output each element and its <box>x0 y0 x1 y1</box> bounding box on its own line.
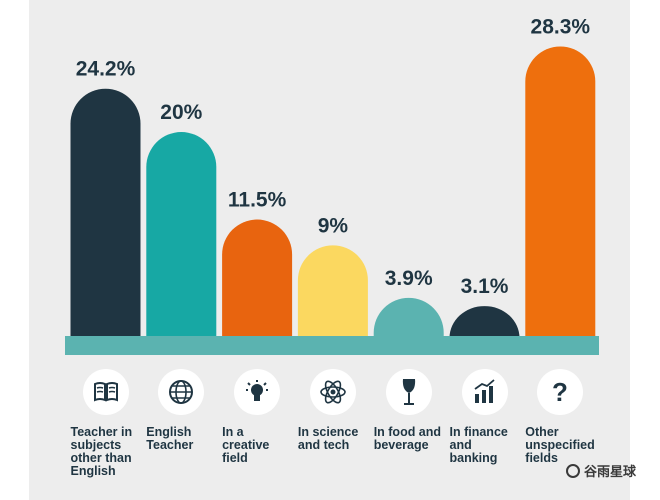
watermark-text: 谷雨星球 <box>584 464 637 479</box>
book-icon <box>82 369 129 415</box>
category-label-other-fields: Other unspecified fields <box>525 426 611 465</box>
category-label-teacher-other-subjects: Teacher in subjects other than English <box>71 426 157 478</box>
category-label-line: creative <box>222 438 270 452</box>
value-label-other-fields: 28.3% <box>531 16 591 39</box>
category-label-line: unspecified <box>525 438 595 452</box>
value-label-science-tech: 9% <box>318 214 349 237</box>
category-label-line: field <box>222 451 248 465</box>
category-label-science-tech: In science and tech <box>298 426 384 452</box>
value-label-finance-banking: 3.1% <box>461 275 509 298</box>
value-label-english-teacher: 20% <box>160 101 202 124</box>
bar-science-tech <box>297 245 368 338</box>
svg-text:?: ? <box>552 378 568 406</box>
bar-chart-icon <box>461 369 508 415</box>
category-label-line: and tech <box>297 438 350 452</box>
category-label-english-teacher: English Teacher <box>146 426 232 452</box>
bar-teacher-other-subjects <box>70 88 141 339</box>
bar-finance-banking <box>449 306 520 338</box>
atom-icon <box>309 369 356 415</box>
category-label-line: In food and <box>373 425 442 439</box>
value-label-creative-field: 11.5% <box>228 189 287 212</box>
category-label-line: Teacher in <box>70 425 133 439</box>
value-label-food-beverage: 3.9% <box>385 267 433 290</box>
watermark: 谷雨星球 <box>566 461 636 480</box>
category-label-line: Other <box>525 425 559 439</box>
bar-english-teacher <box>146 132 217 338</box>
chart-panel: 24.2% 20% 11.5% 9% 3.9% 3.1% 28.3% <box>29 0 630 500</box>
category-label-line: Teacher <box>146 438 194 452</box>
bar-food-beverage <box>373 297 444 338</box>
wine-glass-icon <box>385 369 432 415</box>
category-label-line: In finance <box>449 425 508 439</box>
category-label-line: English <box>70 464 116 478</box>
category-label-line: In science <box>297 425 359 439</box>
category-label-line: beverage <box>373 438 429 452</box>
category-label-line: other than <box>70 451 132 465</box>
category-label-line: and <box>449 438 472 452</box>
lightbulb-icon <box>234 369 281 415</box>
watermark-logo-icon <box>566 463 580 478</box>
bar-other-fields <box>525 46 596 338</box>
category-label-line: English <box>146 425 192 439</box>
category-label-line: In a <box>222 425 244 439</box>
bar-creative-field <box>222 219 293 338</box>
value-label-teacher-other-subjects: 24.2% <box>76 58 136 81</box>
category-label-line: banking <box>449 451 498 465</box>
baseline-strip <box>65 336 599 355</box>
category-label-food-beverage: In food and beverage <box>374 426 460 452</box>
category-label-finance-banking: In finance and banking <box>450 426 536 465</box>
category-label-creative-field: In a creative field <box>222 426 308 465</box>
globe-icon <box>158 369 205 415</box>
question-mark-icon: ? <box>537 369 584 415</box>
bar-chart: 24.2% 20% 11.5% 9% 3.9% 3.1% 28.3% <box>65 16 599 355</box>
category-label-line: subjects <box>70 438 122 452</box>
category-label-line: fields <box>525 451 558 465</box>
